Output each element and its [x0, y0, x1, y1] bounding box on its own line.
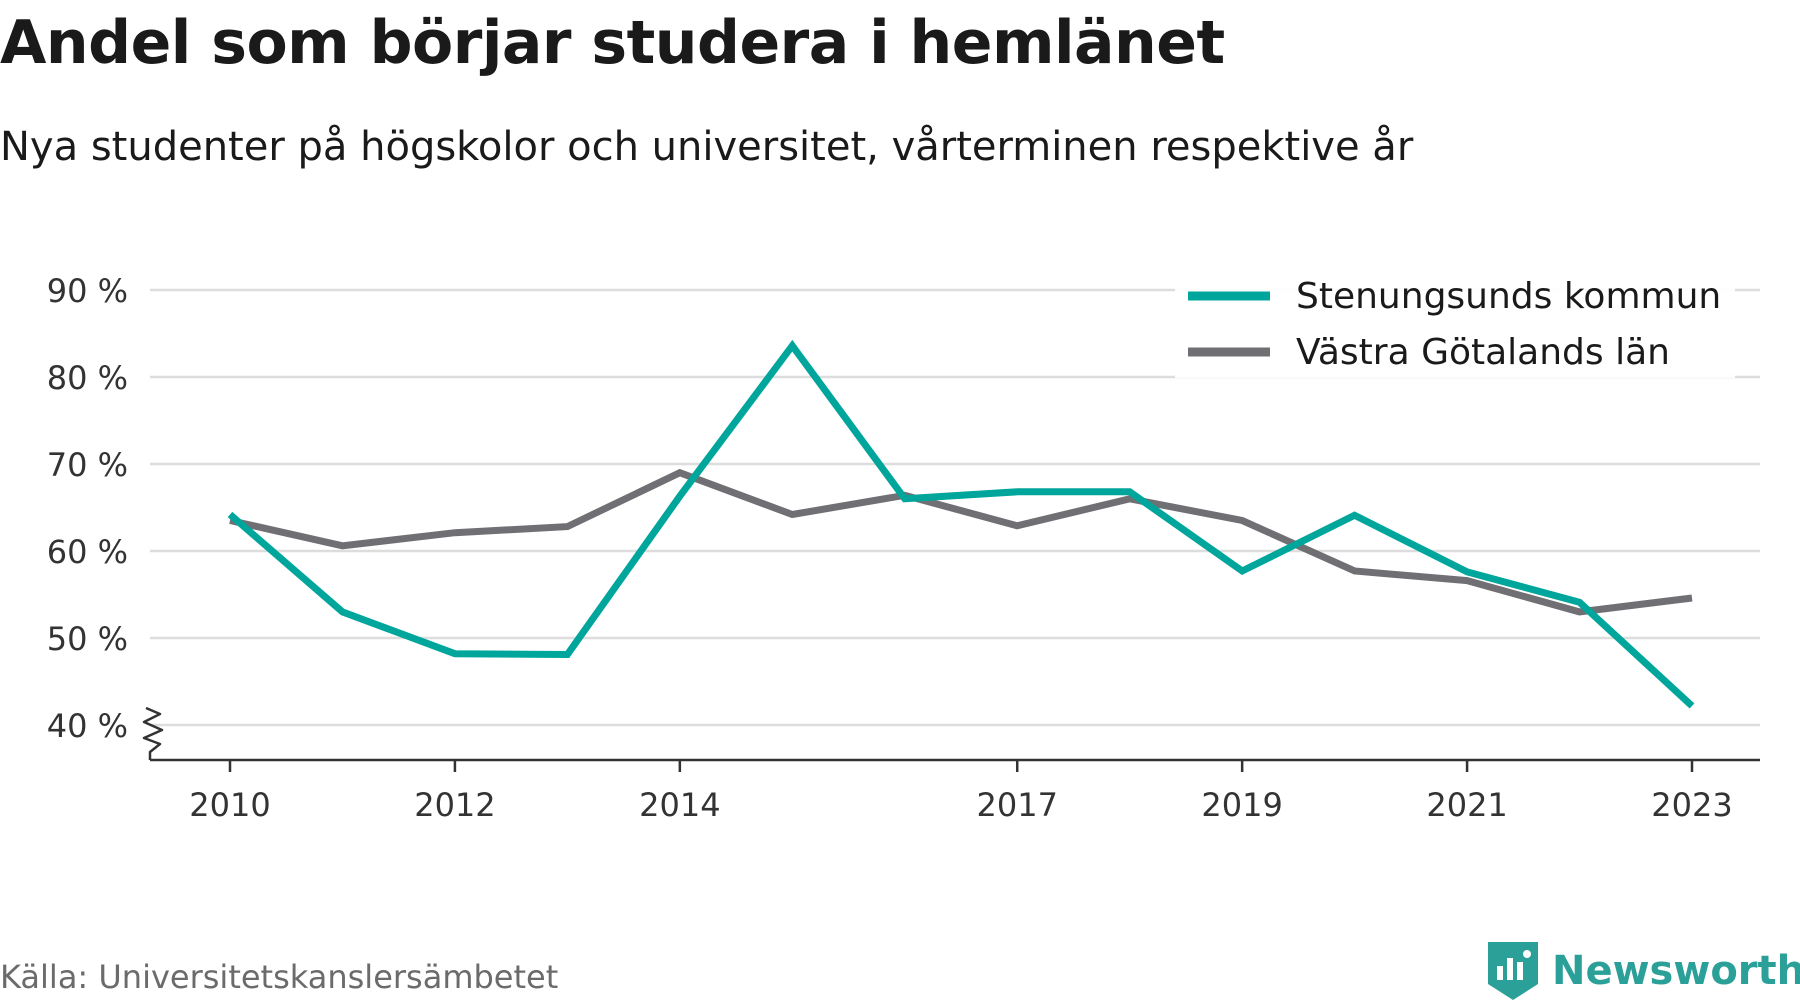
- brand-logo: Newsworthy: [1488, 940, 1800, 1002]
- x-tick-label: 2017: [977, 786, 1058, 824]
- x-tick-label: 2023: [1651, 786, 1732, 824]
- legend-background: [1175, 268, 1735, 378]
- x-tick-label: 2014: [639, 786, 720, 824]
- y-tick-label: 90 %: [47, 272, 128, 310]
- newsworthy-logo-icon: [1488, 942, 1538, 1000]
- axis-break-icon: [142, 706, 164, 760]
- x-tick-label: 2012: [414, 786, 495, 824]
- y-tick-label: 70 %: [47, 446, 128, 484]
- y-tick-label: 40 %: [47, 707, 128, 745]
- x-tick-label: 2021: [1426, 786, 1507, 824]
- x-tick-label: 2019: [1201, 786, 1282, 824]
- y-tick-label: 50 %: [47, 620, 128, 658]
- line-chart: 90 % 80 % 70 % 60 % 50 % 40 % 2010 2012 2014 2017…: [46, 268, 1760, 824]
- legend-label: Västra Götalands län: [1296, 332, 1670, 373]
- legend-label: Stenungsunds kommun: [1296, 276, 1721, 317]
- source-note: Källa: Universitetskanslersämbetet: [0, 958, 559, 996]
- series-line: [227, 339, 1695, 709]
- x-tick-label: 2010: [189, 786, 270, 824]
- y-tick-label: 60 %: [47, 533, 128, 571]
- chart-subtitle: Nya studenter på högskolor och universit…: [0, 124, 1414, 170]
- y-tick-label: 80 %: [47, 359, 128, 397]
- brand-name: Newsworthy: [1552, 948, 1800, 994]
- chart-title: Andel som börjar studera i hemlänet: [0, 8, 1225, 78]
- series-line: [229, 468, 1693, 616]
